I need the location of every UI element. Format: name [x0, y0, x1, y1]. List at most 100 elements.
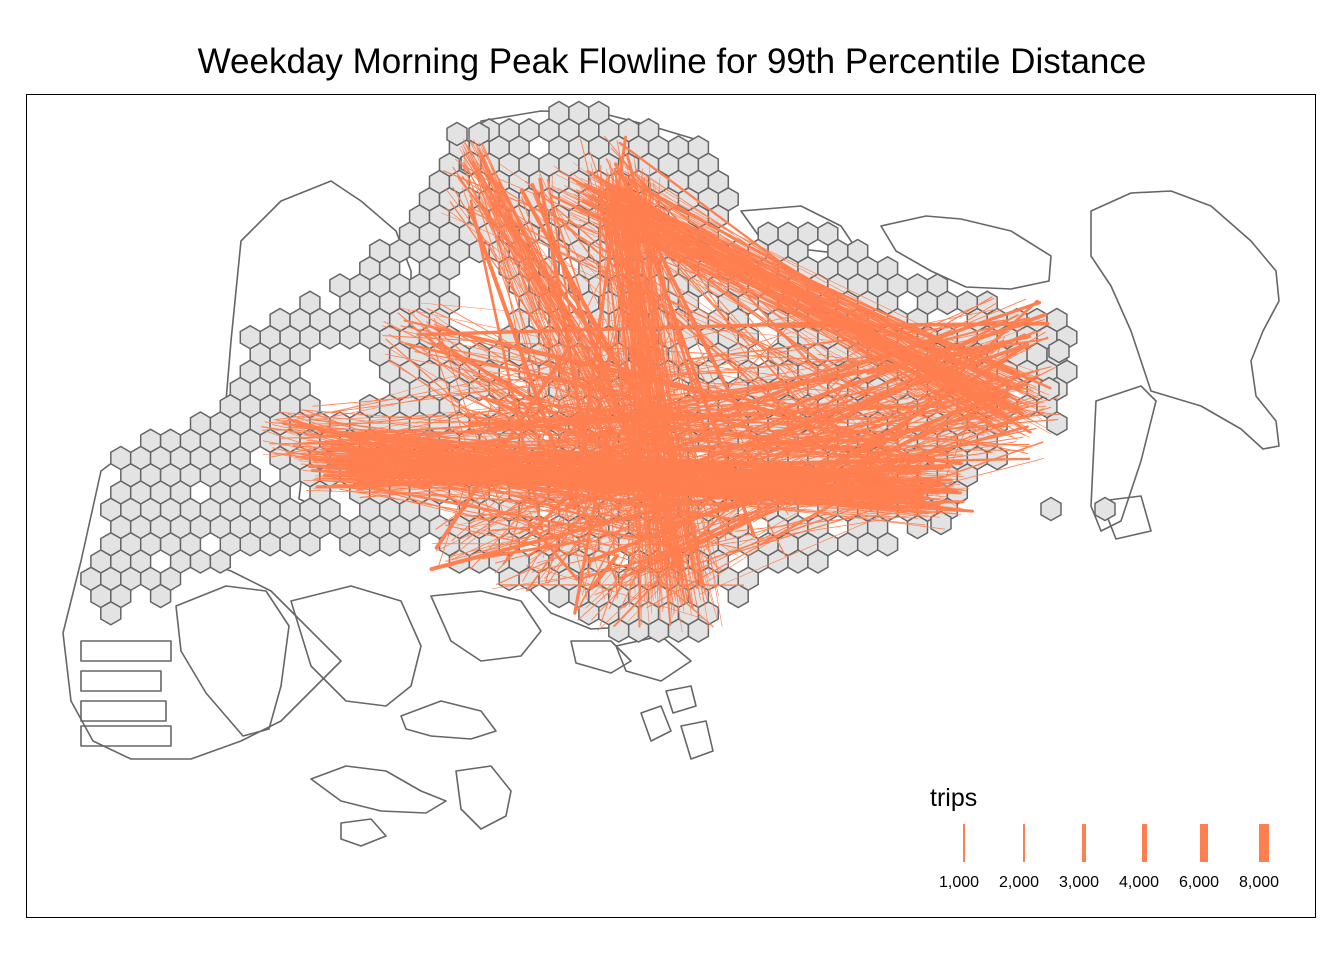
flowline — [492, 211, 907, 418]
flowline — [645, 175, 1008, 411]
legend-key: 3,000 — [1048, 822, 1110, 891]
flowline — [481, 538, 590, 560]
boundary-outline — [665, 685, 697, 714]
flowline — [648, 229, 870, 483]
flowline — [611, 192, 657, 579]
flowline — [323, 480, 919, 519]
flowline — [319, 470, 907, 478]
flowline — [462, 163, 611, 500]
flowline — [481, 153, 604, 469]
flowline — [294, 458, 937, 513]
boundary-outline — [570, 640, 632, 674]
hexagon-cell — [1046, 411, 1068, 436]
flowline — [867, 377, 1004, 420]
boundary-outline — [680, 720, 714, 760]
flowline — [626, 192, 650, 605]
flowline — [758, 425, 1017, 446]
flowline — [331, 477, 892, 497]
hexagon-cell — [446, 121, 468, 147]
flowline — [481, 155, 611, 543]
hexagon-cell — [378, 531, 401, 557]
flowline — [619, 188, 705, 586]
hexagon-cell — [930, 510, 952, 536]
flowline — [438, 404, 492, 567]
flowline — [616, 202, 1031, 421]
flowline — [467, 145, 611, 495]
hexagon-cell — [239, 531, 261, 557]
flowline — [629, 186, 672, 598]
hexagon-cell — [856, 531, 879, 557]
flowline — [479, 156, 657, 442]
flowline — [463, 165, 777, 357]
flowline — [325, 468, 893, 498]
flowline — [538, 509, 581, 535]
flowline — [319, 363, 594, 420]
flowline — [945, 336, 1005, 478]
flowline — [617, 202, 1026, 437]
flowline — [623, 184, 671, 606]
map-canvas — [62, 100, 1280, 847]
hexagon-cell — [876, 531, 899, 557]
legend-key: 4,000 — [1108, 822, 1170, 891]
flowline — [316, 432, 574, 443]
hexagon-cell — [837, 531, 859, 557]
flowline — [595, 202, 1043, 382]
hexagon-cell — [100, 600, 122, 626]
flowline — [336, 473, 888, 479]
flowline — [591, 223, 745, 375]
flowline — [630, 182, 1021, 374]
flowline — [641, 193, 701, 564]
flowline — [460, 145, 624, 423]
flowline — [642, 206, 703, 452]
flowline — [591, 177, 1010, 385]
legend-title: trips — [930, 784, 978, 812]
boundary-outline — [640, 705, 672, 742]
flowline — [474, 161, 644, 493]
hexagon-cell — [936, 290, 959, 316]
boundary-outline — [340, 818, 387, 847]
flowline — [275, 311, 813, 424]
hexagon-cell — [767, 549, 789, 574]
flowline — [273, 347, 811, 421]
flowline — [460, 492, 618, 531]
flowline — [625, 162, 719, 596]
map-panel — [26, 94, 1316, 918]
flowline — [414, 351, 947, 454]
flowline — [654, 183, 683, 597]
legend-line-swatch — [1259, 824, 1269, 862]
hexagon-cell — [1094, 496, 1116, 522]
boundary-outline — [880, 215, 1052, 290]
hexagon-cell — [807, 549, 829, 574]
legend-label: 2,000 — [998, 874, 1040, 891]
legend-label: 1,000 — [938, 874, 980, 891]
flowlines — [261, 135, 1060, 633]
flowline — [657, 188, 701, 579]
flowline — [466, 155, 647, 427]
hexagon-cell — [727, 583, 749, 609]
boundary-outline — [80, 700, 167, 722]
legend-line-swatch — [1200, 824, 1208, 862]
hexagon-cell — [787, 549, 809, 574]
flowline — [481, 340, 625, 378]
flowline — [619, 196, 1022, 400]
flowline — [599, 181, 984, 382]
flowline — [630, 201, 984, 437]
flowline — [649, 219, 660, 557]
flowline — [463, 156, 651, 453]
flowline — [468, 138, 646, 508]
flowline — [575, 298, 1027, 486]
hexagon-cell — [687, 618, 710, 643]
legend-label: 8,000 — [1238, 874, 1280, 891]
legend-line-swatch — [1082, 824, 1086, 862]
flowline — [674, 312, 1047, 450]
flowline — [608, 208, 986, 401]
flowline — [468, 159, 613, 434]
legend-label: 4,000 — [1118, 874, 1160, 891]
flowline — [699, 509, 950, 548]
legend: trips 1,000 2,000 3,000 4,000 6,000 8,000 — [928, 784, 1298, 904]
map-title: Weekday Morning Peak Flowline for 99th P… — [197, 42, 1147, 81]
flowline — [481, 142, 643, 502]
legend-line-swatch — [1141, 824, 1147, 862]
hexagon-cell — [259, 531, 281, 557]
flowline — [648, 162, 673, 617]
